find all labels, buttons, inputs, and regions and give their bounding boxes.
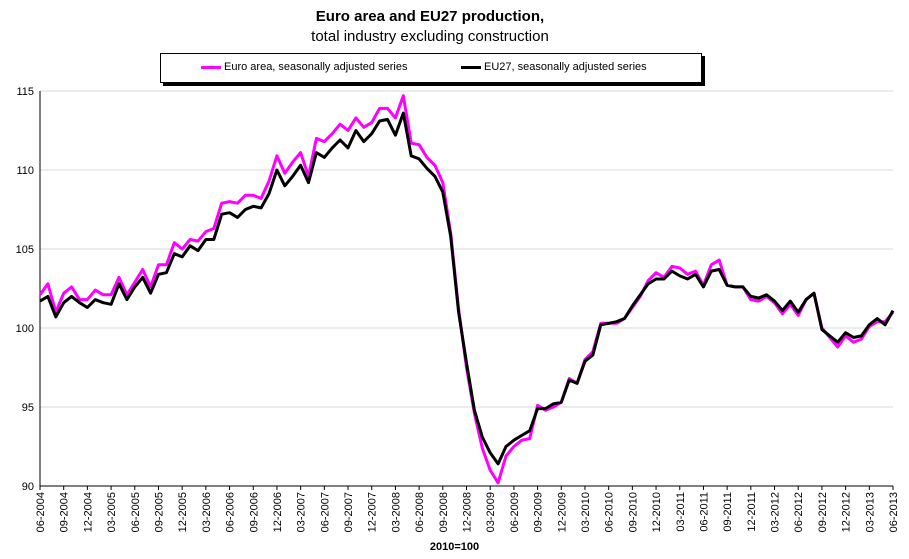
x-tick-label: 06-2008 (414, 492, 426, 532)
x-tick-label: 03-2013 (864, 492, 876, 532)
series-line-euro-area (38, 94, 895, 485)
x-tick-label: 06-2004 (35, 492, 47, 532)
legend-swatch-euro-area (201, 65, 221, 69)
x-tick-label: 06-2013 (888, 492, 900, 532)
legend-item-eu27: EU27, seasonally adjusted series (461, 61, 647, 73)
x-tick-label: 06-2010 (604, 492, 616, 532)
y-tick-label: 90 (22, 481, 34, 493)
x-tick-label: 06-2006 (225, 492, 237, 532)
y-tick-label: 100 (16, 323, 34, 335)
x-tick-label: 03-2005 (106, 492, 118, 532)
x-tick-label: 12-2006 (272, 492, 284, 532)
x-tick-label: 09-2004 (59, 492, 71, 532)
x-tick-label: 06-2009 (509, 492, 521, 532)
x-tick-label: 09-2011 (722, 492, 734, 532)
legend-label-euro-area: Euro area, seasonally adjusted series (224, 61, 408, 73)
series-line-eu27 (39, 111, 895, 466)
x-tick-label: 12-2004 (82, 492, 94, 532)
x-tick-label: 09-2008 (438, 492, 450, 532)
x-tick-label: 12-2010 (651, 492, 663, 532)
x-tick-label: 03-2012 (770, 492, 782, 532)
y-tick-label: 110 (16, 165, 34, 177)
x-tick-label: 06-2005 (130, 492, 142, 532)
x-tick-label: 12-2005 (177, 492, 189, 532)
x-tick-label: 06-2011 (698, 492, 710, 532)
x-axis-label: 2010=100 (429, 541, 480, 553)
x-tick-label: 09-2007 (343, 492, 355, 532)
chart-subtitle: total industry excluding construction (311, 28, 549, 45)
x-tick-label: 09-2006 (248, 492, 260, 532)
legend-swatch-eu27 (461, 65, 481, 69)
x-tick-label: 12-2011 (746, 492, 758, 532)
y-tick-label: 105 (16, 244, 34, 256)
x-tick-label: 12-2008 (462, 492, 474, 532)
legend-item-euro-area: Euro area, seasonally adjusted series (201, 61, 407, 73)
chart-legend: Euro area, seasonally adjusted series EU… (160, 53, 702, 83)
x-tick-label: 03-2011 (675, 492, 687, 532)
x-tick-label: 06-2012 (793, 492, 805, 532)
x-tick-label: 12-2007 (367, 492, 379, 532)
x-tick-label: 03-2006 (201, 492, 213, 532)
x-tick-label: 03-2010 (580, 492, 592, 532)
chart-title: Euro area and EU27 production, (315, 8, 545, 25)
x-tick-label: 09-2005 (153, 492, 165, 532)
x-tick-label: 12-2012 (841, 492, 853, 532)
x-tick-label: 09-2012 (817, 492, 829, 532)
x-tick-label: 03-2008 (390, 492, 402, 532)
y-tick-label: 115 (16, 86, 34, 98)
legend-label-eu27: EU27, seasonally adjusted series (484, 61, 647, 73)
x-tick-label: 03-2007 (296, 492, 308, 532)
y-tick-label: 95 (22, 402, 34, 414)
x-tick-label: 12-2009 (556, 492, 568, 532)
x-tick-label: 09-2009 (533, 492, 545, 532)
x-tick-label: 03-2009 (485, 492, 497, 532)
x-tick-label: 06-2007 (319, 492, 331, 532)
x-tick-label: 09-2010 (627, 492, 639, 532)
